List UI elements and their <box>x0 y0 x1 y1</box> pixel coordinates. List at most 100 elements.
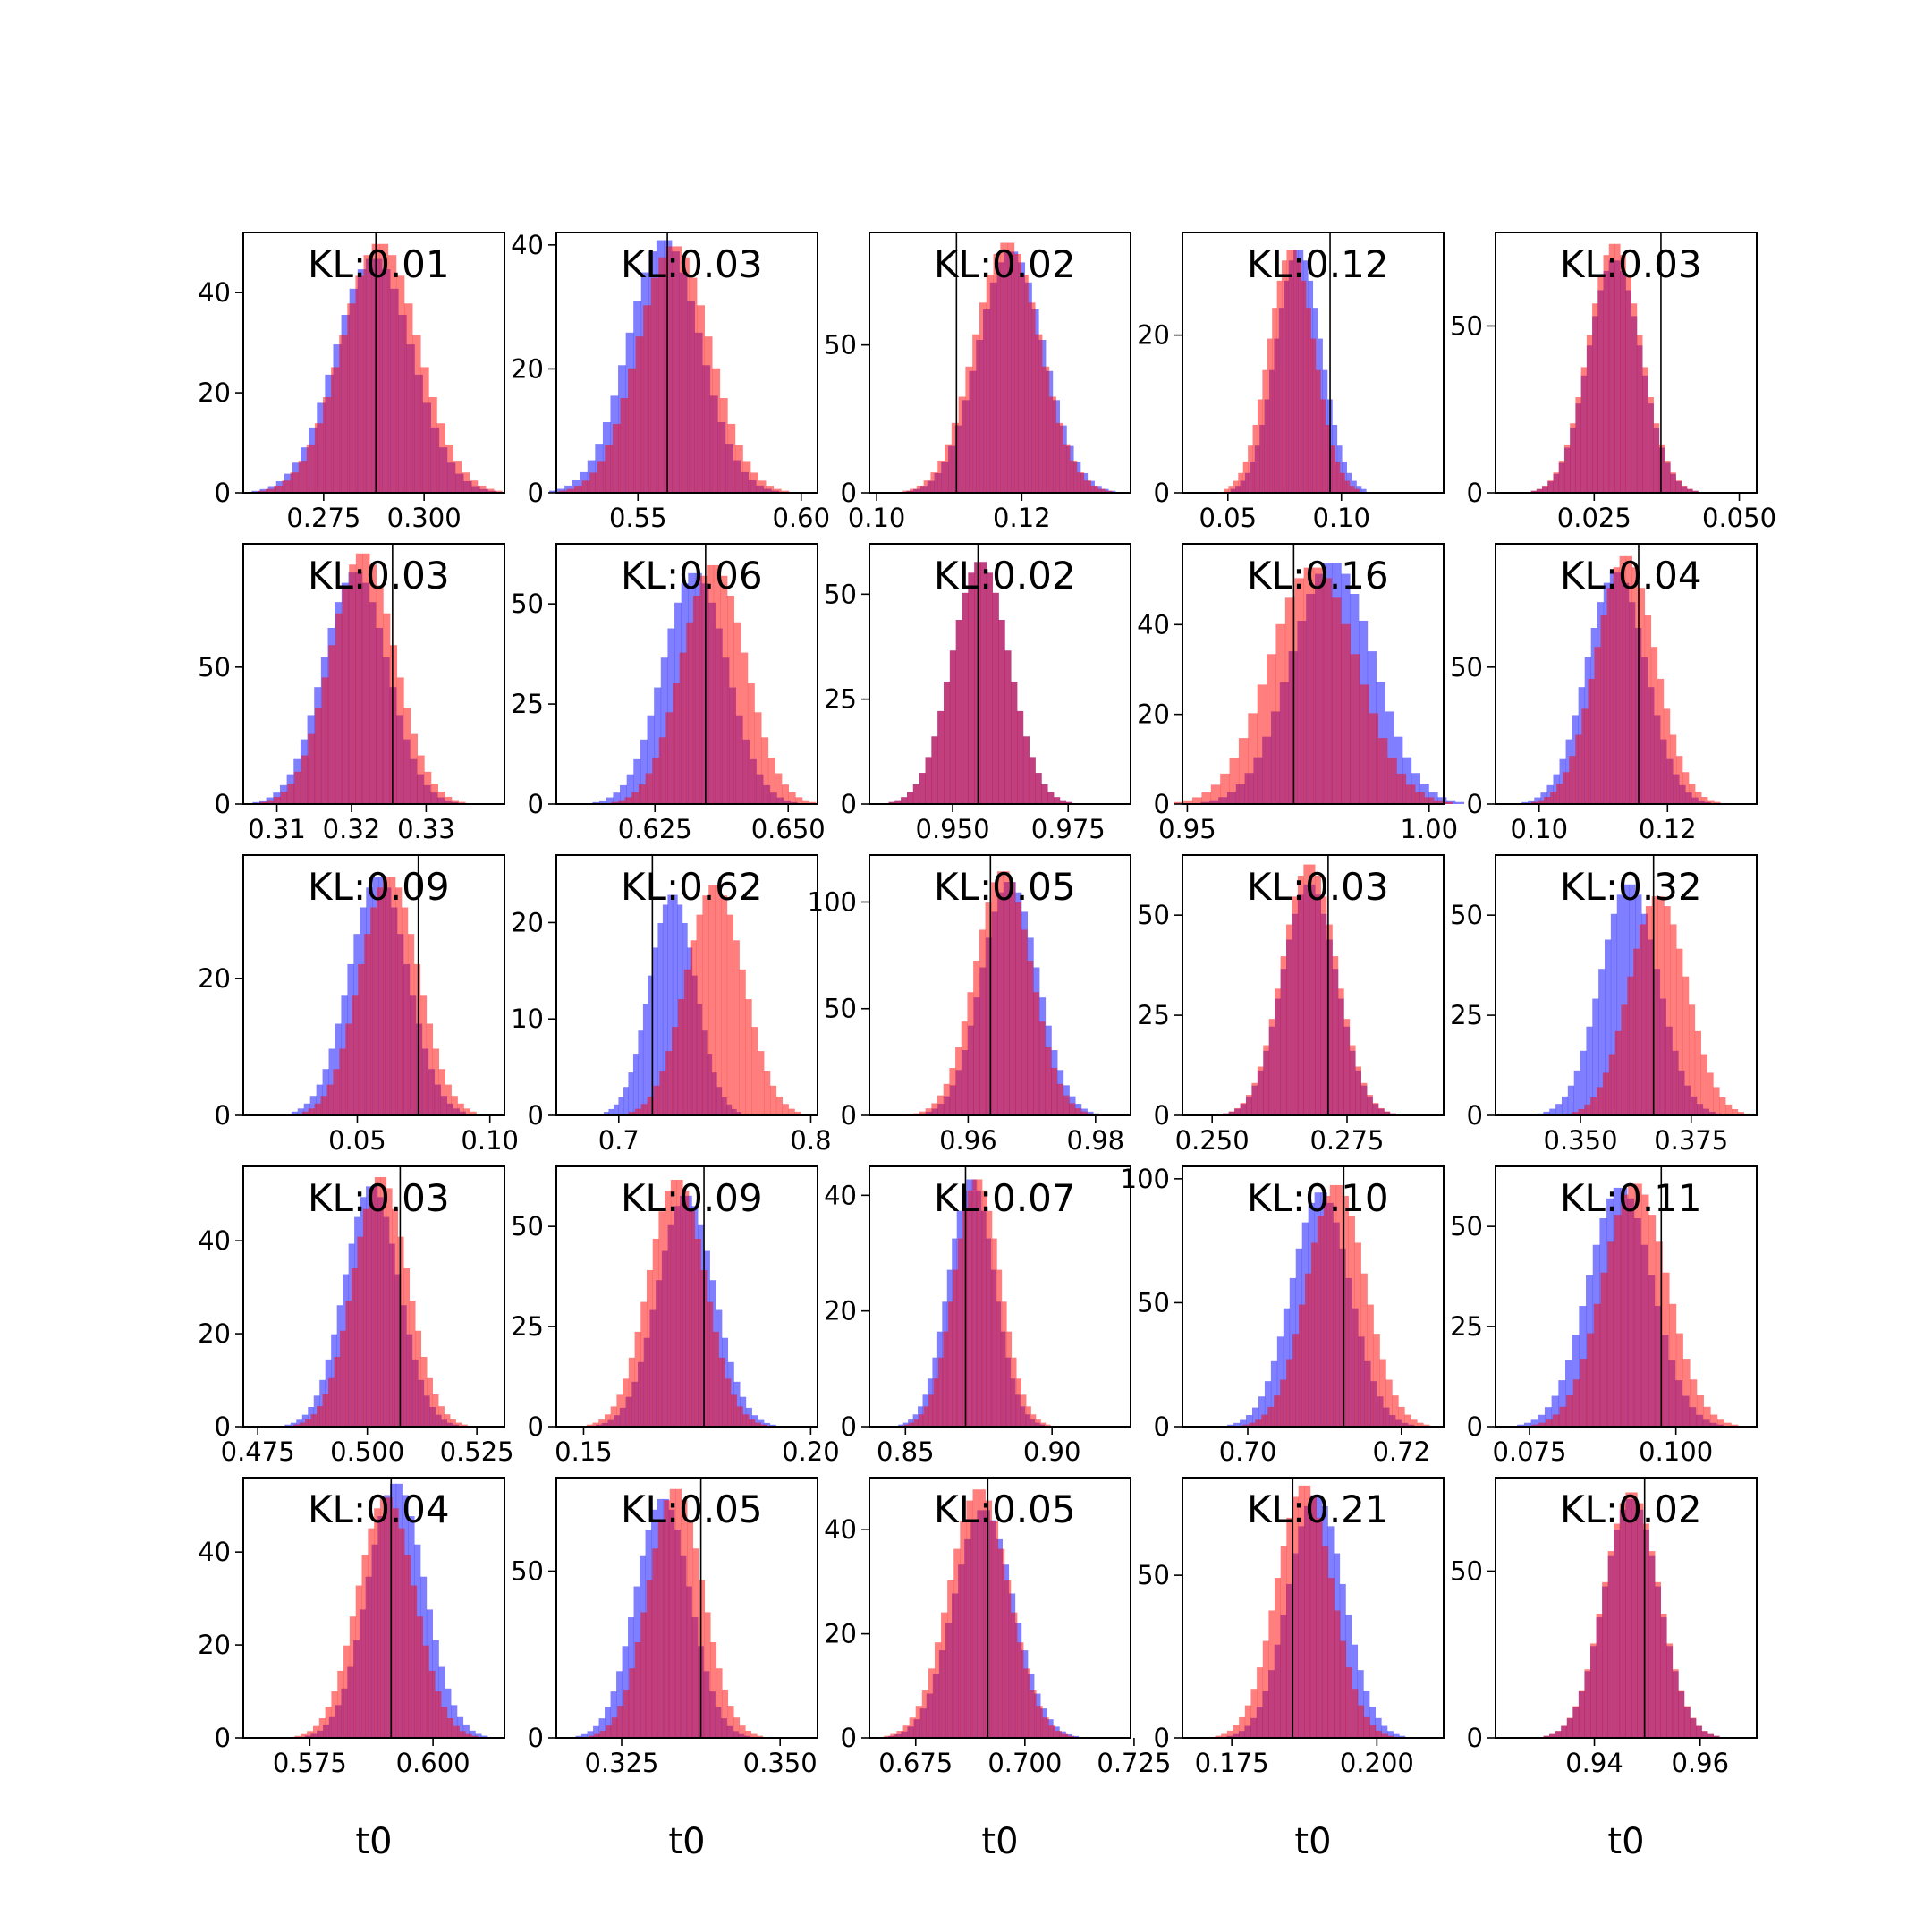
histogram-bar <box>1313 567 1323 804</box>
y-tick-label: 50 <box>511 1211 544 1241</box>
histogram-bar <box>1327 1578 1335 1738</box>
histogram-bar <box>1610 913 1618 1115</box>
axes-frame <box>242 543 505 805</box>
histogram-bar <box>986 275 994 493</box>
subplot-21: 0.575 0.600 0 20 40 KL:0.04 t0 <box>198 1477 505 1862</box>
histogram-bar <box>274 486 283 493</box>
histogram-bar <box>1675 480 1682 493</box>
histogram-bar <box>1001 1301 1007 1427</box>
histogram-bar <box>967 1190 973 1427</box>
histogram-bar <box>1433 800 1444 804</box>
histogram-bar <box>1614 243 1621 493</box>
histogram-bar <box>623 1689 630 1738</box>
axes-frame <box>242 1165 505 1428</box>
x-tick-label: 0.95 <box>1158 814 1216 844</box>
histogram-bar <box>664 1500 671 1738</box>
histogram-bar <box>1620 255 1626 493</box>
y-tick-label: 0 <box>215 789 231 819</box>
red-histogram-22 <box>588 1488 764 1738</box>
histogram-bar <box>1252 424 1258 493</box>
histogram-bar <box>1594 647 1601 804</box>
histogram-bar <box>1343 1019 1351 1115</box>
histogram-bar <box>1255 1419 1262 1427</box>
histogram-bar <box>352 995 359 1115</box>
y-tick-label: 0 <box>1467 1411 1483 1442</box>
y-tick-label: 0 <box>215 1723 231 1753</box>
histogram-bar <box>1423 1424 1430 1427</box>
histogram-bar <box>1239 1716 1246 1738</box>
histogram-bar <box>1055 1731 1062 1738</box>
histogram-bar <box>1538 800 1545 804</box>
x-tick-label: 0.375 <box>1654 1125 1728 1156</box>
histogram-bar <box>1688 1004 1696 1115</box>
histogram-bar <box>658 1211 665 1427</box>
histogram-bar <box>1048 396 1056 493</box>
histogram-bar <box>343 1645 351 1738</box>
histogram-bar <box>345 1023 352 1115</box>
axes-frame <box>869 1477 1131 1739</box>
histogram-bar <box>955 620 962 804</box>
y-tick-label: 50 <box>511 589 544 619</box>
subplot-16: 0.475 0.500 0.525 0 20 40 KL:0.03 <box>198 1165 514 1467</box>
histogram-bar <box>1695 792 1702 804</box>
histogram-bar <box>657 1521 665 1738</box>
y-tick-label: 0 <box>528 1100 544 1131</box>
histogram-bar <box>379 243 389 493</box>
histogram-bar <box>662 904 668 1115</box>
y-tick-label: 0 <box>528 789 544 819</box>
histogram-bar <box>323 397 332 493</box>
histogram-bar <box>404 1555 411 1738</box>
histogram-bar <box>355 553 363 804</box>
histogram-bar <box>1411 1419 1418 1427</box>
histogram-bar <box>598 1718 606 1738</box>
histogram-bar <box>1301 280 1307 493</box>
histogram-bar <box>788 792 796 804</box>
x-tick-label: 0.05 <box>1199 503 1257 533</box>
histogram-bar <box>943 1083 950 1115</box>
histogram-bar <box>628 368 636 493</box>
histogram-bar <box>403 1268 411 1427</box>
histogram-bar <box>902 490 911 493</box>
histogram-bar <box>1224 488 1229 493</box>
y-tick-label: 20 <box>198 377 231 408</box>
y-tick-label: 20 <box>1137 699 1170 730</box>
x-tick-label: 0.350 <box>743 1748 818 1778</box>
histogram-bar <box>287 784 295 804</box>
histogram-bar <box>1606 588 1614 804</box>
histogram-bar <box>623 1378 630 1427</box>
histogram-bar <box>396 677 404 804</box>
kl-annotation: KL:0.05 <box>934 1487 1076 1531</box>
y-tick-label: 50 <box>1450 1555 1483 1586</box>
histogram-bar <box>1063 1095 1070 1115</box>
histogram-bar <box>642 1004 648 1115</box>
y-tick-label: 20 <box>198 1318 231 1349</box>
histogram-bar <box>1055 422 1063 493</box>
histogram-bar <box>961 1021 968 1115</box>
histogram-bar <box>1566 1717 1573 1738</box>
histogram-bar <box>670 1180 677 1427</box>
histogram-bar <box>1226 1730 1233 1738</box>
histogram-bar <box>419 995 428 1115</box>
histogram-bar <box>364 934 371 1115</box>
histogram-bar <box>1542 486 1548 493</box>
histogram-bar <box>672 1027 679 1115</box>
histogram-bar <box>441 1707 448 1738</box>
histogram-bar <box>453 461 462 493</box>
y-tick-label: 25 <box>1450 1311 1483 1342</box>
histogram-bar <box>972 1179 978 1427</box>
histogram-bar <box>1614 1215 1622 1427</box>
histogram-bar <box>1384 1111 1391 1115</box>
histogram-bar <box>328 1377 335 1427</box>
histogram-bar <box>1690 1717 1697 1738</box>
histogram-bar <box>370 907 377 1115</box>
histogram-bar <box>1719 1097 1726 1115</box>
subplot-18: 0.85 0.90 0 20 40 KL:0.07 <box>824 1165 1131 1467</box>
histogram-bar <box>1743 1113 1750 1115</box>
histogram-bar <box>349 1616 356 1738</box>
histogram-bar <box>363 255 372 493</box>
histogram-bar <box>1275 988 1281 1115</box>
histogram-bar <box>1573 1070 1580 1115</box>
axes-frame <box>1182 1477 1445 1739</box>
histogram-bar <box>1097 488 1106 493</box>
y-tick-label: 0 <box>1154 478 1170 508</box>
